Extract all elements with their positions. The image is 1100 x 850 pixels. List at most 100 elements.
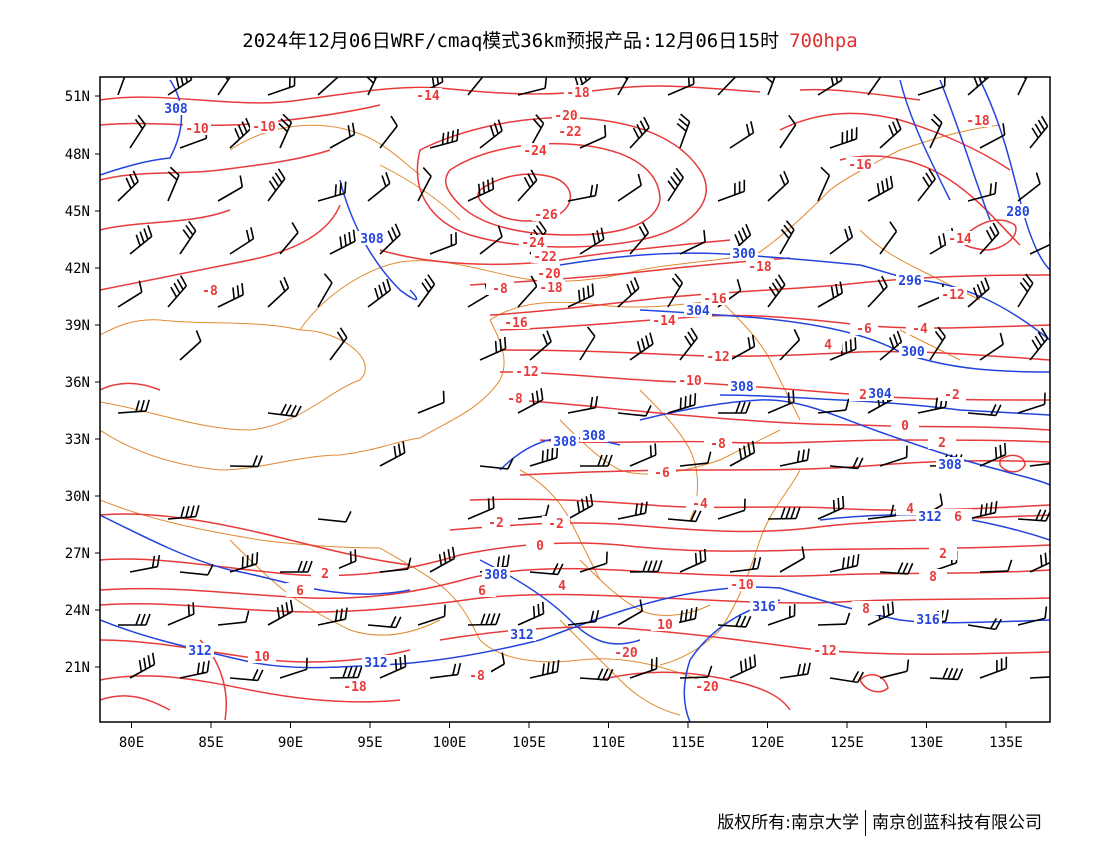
wind-barb — [979, 559, 1013, 573]
wind-barb — [329, 122, 356, 149]
isotherm — [379, 239, 731, 266]
contour-label-bg — [341, 679, 369, 693]
map-plot-area: -14 -18-10 -10-20-22-24-26-24-22-20-18-8 -8… — [100, 77, 1050, 722]
wind-barb — [817, 281, 844, 308]
temperature-label: -18 — [343, 680, 367, 695]
wind-barb — [667, 510, 702, 523]
contour-label-bg — [939, 287, 967, 301]
wind-barb — [879, 118, 902, 149]
isotherm — [779, 112, 1011, 171]
wind-barb — [729, 557, 762, 573]
temperature-label: -12 — [941, 288, 964, 303]
wind-barb — [967, 277, 990, 308]
wind-barb — [779, 220, 795, 255]
wind-barb — [529, 659, 560, 679]
height-label: 300 — [901, 345, 925, 360]
contour-label-bg — [919, 569, 947, 583]
wind-barb — [729, 440, 756, 467]
height-label: 312 — [364, 656, 387, 671]
temperature-label: -20 — [554, 109, 578, 124]
temperature-label: -8 — [202, 284, 218, 299]
temperature-label: 0 — [536, 539, 544, 554]
isotherm — [799, 88, 921, 101]
lon-tick-label: 130E — [910, 735, 944, 751]
wind-barb — [679, 230, 706, 255]
height-label: 308 — [360, 232, 384, 247]
contour-label-bg — [612, 645, 640, 659]
wind-barb — [817, 398, 850, 414]
contour-label-bg — [513, 364, 541, 378]
lat-tick-label: 24N — [65, 603, 90, 619]
contour-label-bg — [676, 373, 704, 387]
boundary-line — [579, 559, 711, 616]
wind-barb — [117, 77, 129, 96]
temperature-label: -22 — [533, 250, 556, 265]
wind-barb — [229, 227, 255, 255]
contour-label-bg — [651, 617, 679, 631]
contour-label-bg — [186, 643, 214, 657]
height-contour — [899, 79, 951, 201]
temperature-label: 6 — [954, 510, 962, 525]
height-label: 308 — [553, 435, 577, 450]
wind-barb — [679, 327, 698, 361]
wind-barb — [829, 670, 865, 684]
temperature-label: 4 — [906, 502, 914, 517]
contour-label-bg — [750, 599, 778, 613]
lat-tick-label: 21N — [65, 660, 90, 676]
wind-barb — [467, 177, 495, 202]
height-labels: 308 308 300 296 304 300 308 304 308 308 308 312 312 3… — [162, 101, 1032, 671]
contour-label-bg — [846, 157, 874, 171]
isotherm — [100, 85, 761, 104]
temperature-label: -2 — [488, 516, 504, 531]
height-label: 308 — [484, 568, 508, 583]
wind-barb — [779, 448, 810, 467]
contour-label-bg — [502, 315, 530, 329]
wind-barb — [367, 616, 402, 629]
temperature-label: 6 — [478, 584, 486, 599]
wind-barb — [267, 276, 290, 308]
wind-barb — [217, 283, 244, 308]
boundary-line — [229, 124, 421, 176]
contour-label-bg — [704, 349, 732, 363]
temperature-label: -6 — [856, 322, 872, 337]
isotherm — [839, 155, 1021, 246]
height-contour — [719, 394, 1050, 416]
wind-barb — [1017, 172, 1041, 202]
longitude-axis: 80E 85E 90E 95E 100E 105E 110E 115E 120E 125E 130E… — [119, 722, 1023, 751]
wind-barb — [676, 113, 691, 149]
lon-tick-label: 115E — [671, 735, 705, 751]
wind-barb — [967, 404, 1002, 417]
contour-label-bg — [916, 509, 944, 523]
isotherm — [959, 219, 1017, 251]
wind-barb — [217, 610, 250, 626]
wind-barb — [829, 225, 854, 255]
wind-barb — [779, 328, 801, 361]
contour-label-bg — [866, 386, 894, 400]
contour-label-bg — [850, 321, 878, 335]
isotherm — [599, 671, 791, 711]
temperature-label: -10 — [185, 122, 209, 137]
wind-barb — [763, 77, 779, 96]
wind-barb — [767, 507, 801, 520]
isotherm — [539, 439, 1050, 444]
lon-tick-label: 90E — [278, 735, 303, 751]
temperature-label: -10 — [678, 374, 702, 389]
temperature-label: 4 — [824, 338, 832, 353]
contour-label-bg — [944, 509, 972, 523]
contour-label-bg — [311, 566, 339, 580]
contour-label-bg — [852, 601, 880, 615]
lat-tick-label: 51N — [65, 89, 90, 105]
temperature-label: 6 — [296, 584, 304, 599]
wind-barb — [1029, 115, 1049, 149]
isotherm — [100, 675, 401, 703]
wind-barb — [967, 182, 997, 202]
wind-barb — [317, 181, 347, 202]
wind-barb — [529, 330, 552, 361]
wind-barb — [167, 602, 195, 626]
wind-barb — [879, 562, 914, 575]
contour-label-bg — [486, 281, 514, 295]
wind-barb — [317, 511, 352, 523]
wind-barb — [829, 337, 857, 361]
boundary-line — [379, 547, 701, 681]
